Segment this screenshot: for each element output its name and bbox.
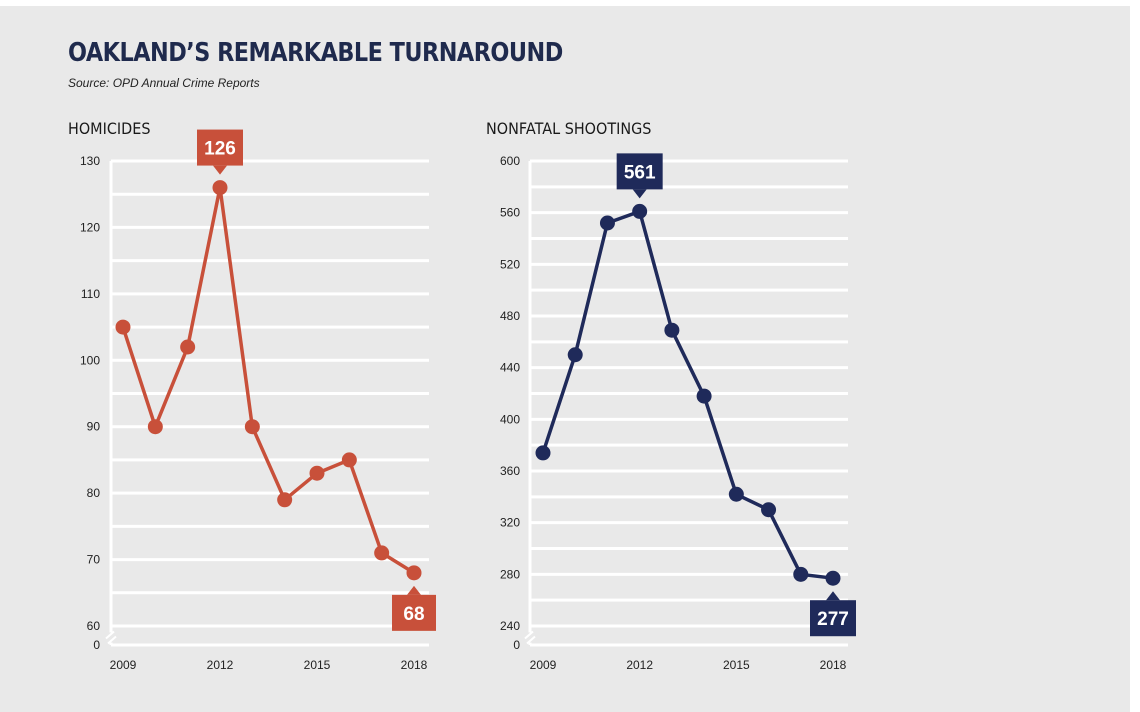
homicides-ytick-label: 60: [87, 619, 101, 633]
homicides-chart-title: HOMICIDES: [68, 119, 151, 138]
shootings-ytick-label: 320: [500, 516, 520, 530]
shootings-data-point: [728, 486, 744, 502]
homicides-callout-pointer: [407, 585, 421, 595]
homicides-data-point: [341, 452, 357, 468]
homicides-xtick-label: 2015: [304, 658, 331, 672]
homicides-chart: 60 70 80 90 100 110 120 130 0 2009 2012 2015 2018 126…: [80, 129, 436, 672]
homicides-data-point: [212, 180, 228, 196]
homicides-data-point: [374, 545, 390, 561]
shootings-ytick-label: 400: [500, 412, 520, 426]
shootings-data-point: [793, 566, 809, 582]
shootings-data-point: [567, 347, 583, 363]
shootings-ytick-label: 520: [500, 257, 520, 271]
shootings-data-point: [664, 322, 680, 338]
shootings-data-point: [632, 203, 648, 219]
shootings-callout-box: [810, 600, 856, 637]
shootings-ytick-label: 480: [500, 309, 520, 323]
homicides-data-point: [147, 419, 163, 435]
shootings-xtick-label: 2015: [723, 658, 750, 672]
homicides-data-point: [244, 419, 260, 435]
shootings-chart-title: NONFATAL SHOOTINGS: [486, 119, 652, 138]
shootings-callout-label: 561: [624, 162, 656, 183]
homicides-callout-box: [392, 594, 436, 631]
homicides-axis-break-icon: [105, 630, 117, 645]
homicides-data-point: [277, 492, 293, 508]
homicides-callout-label: 68: [403, 604, 424, 625]
shootings-data-point: [825, 570, 841, 586]
shootings-callout-pointer: [826, 591, 840, 601]
shootings-callout-box: [616, 153, 663, 190]
homicides-data-point: [180, 339, 196, 355]
shootings-ytick-label: 280: [500, 567, 520, 581]
homicides-ytick-label: 80: [87, 486, 101, 500]
shootings-ytick-label: 440: [500, 361, 520, 375]
homicides-xtick-label: 2012: [207, 658, 234, 672]
homicides-xtick-label: 2018: [401, 658, 428, 672]
shootings-data-point: [599, 215, 615, 231]
shootings-axis-break-icon: [524, 630, 536, 645]
shootings-ytick-label: 360: [500, 464, 520, 478]
shootings-ytick-zero: 0: [513, 638, 520, 652]
homicides-ytick-label: 120: [80, 220, 100, 234]
shootings-series-line: [541, 209, 834, 580]
homicides-ytick-zero: 0: [93, 638, 100, 652]
homicides-series-line: [121, 185, 415, 575]
homicides-ytick-label: 110: [81, 287, 100, 301]
shootings-ytick-label: 560: [500, 206, 520, 220]
shootings-xtick-label: 2012: [626, 658, 653, 672]
homicides-data-point: [115, 319, 131, 335]
homicides-axis-break-gap: [105, 632, 117, 643]
homicides-callout-box: [197, 129, 243, 166]
homicides-ytick-label: 70: [87, 553, 101, 567]
homicides-ytick-label: 130: [80, 154, 100, 168]
shootings-callout-pointer: [632, 189, 647, 199]
shootings-data-point: [535, 445, 551, 461]
shootings-callout-label: 277: [817, 609, 849, 630]
shootings-xtick-label: 2009: [530, 658, 557, 672]
source-note: Source: OPD Annual Crime Reports: [68, 76, 260, 90]
shootings-ytick-label: 600: [500, 154, 520, 168]
shootings-xtick-label: 2018: [820, 658, 847, 672]
homicides-data-point: [309, 465, 325, 481]
homicides-callout-label: 126: [204, 139, 236, 160]
shootings-data-point: [761, 502, 777, 518]
homicides-ytick-label: 90: [87, 420, 101, 434]
homicides-ytick-label: 100: [80, 353, 100, 367]
page-title: OAKLAND’S REMARKABLE TURNAROUND: [68, 38, 563, 68]
homicides-data-point: [406, 565, 422, 581]
shootings-axis-break-gap: [524, 632, 536, 643]
homicides-xtick-label: 2009: [110, 658, 137, 672]
shootings-ytick-label: 240: [500, 619, 520, 633]
homicides-callout-pointer: [213, 165, 227, 175]
shootings-data-point: [696, 388, 712, 404]
